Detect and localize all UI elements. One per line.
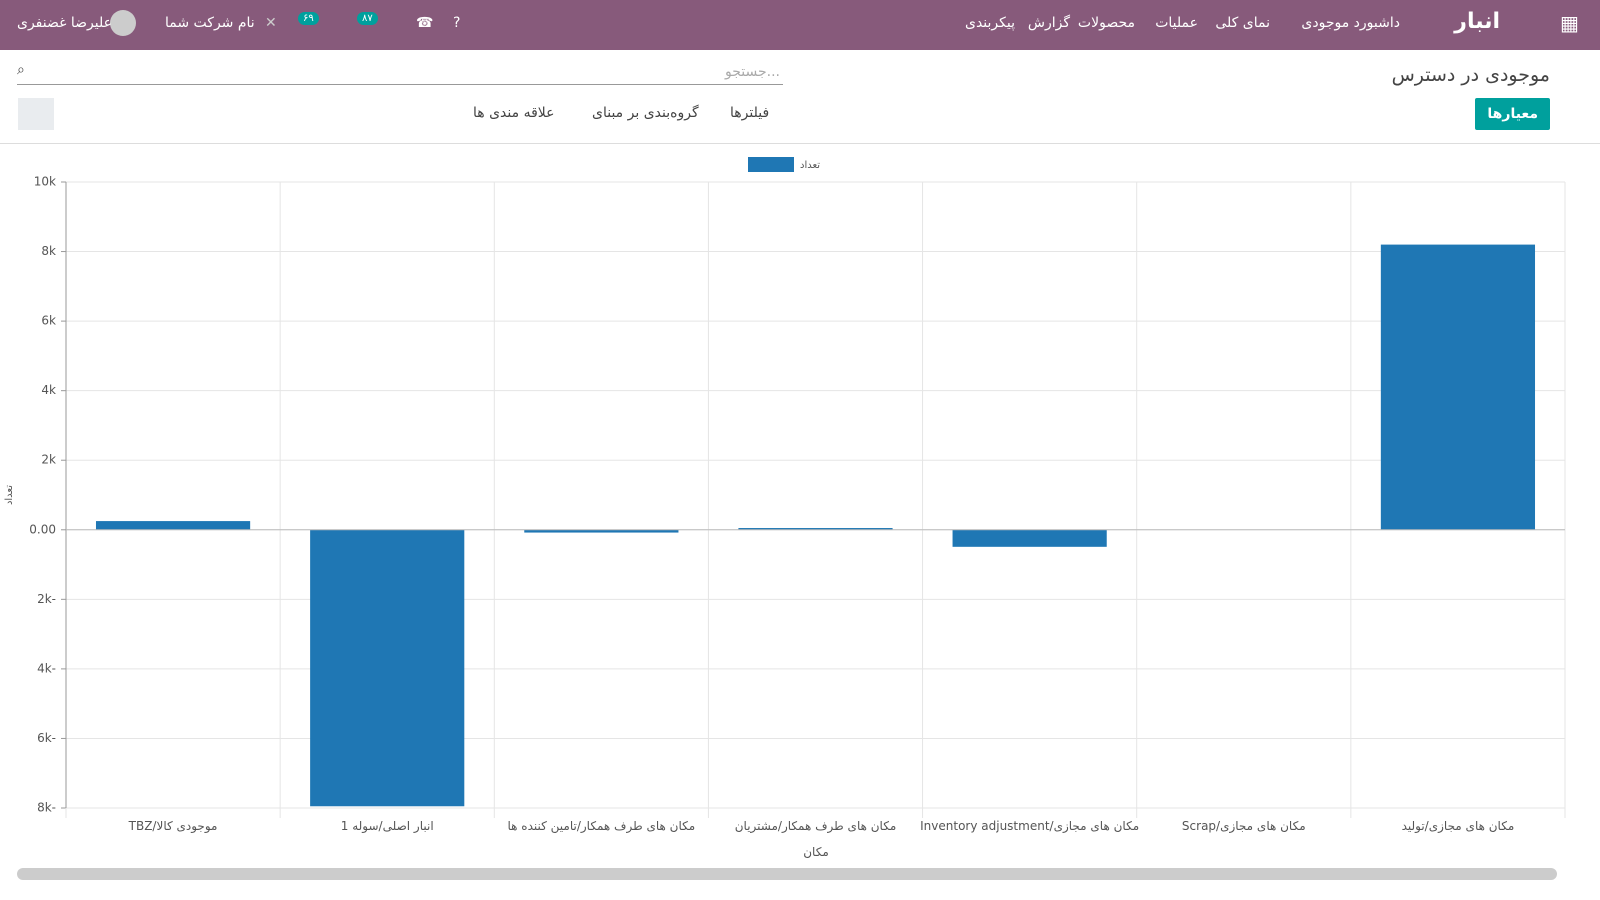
- y-tick-label: 4k: [41, 383, 56, 397]
- bar: [95, 521, 251, 530]
- graph-view-button[interactable]: [18, 98, 54, 130]
- y-tick-label: 6k: [41, 314, 56, 328]
- message-badge[interactable]: ۶۹: [298, 12, 319, 25]
- search-box[interactable]: [17, 62, 783, 85]
- search-icon[interactable]: ⌕: [17, 62, 25, 78]
- legend-swatch: [748, 157, 794, 172]
- y-tick-label: 2k: [41, 453, 56, 467]
- x-tick-label: مکان های طرف همکار/تامین کننده ها: [508, 819, 696, 834]
- bar: [952, 529, 1107, 547]
- debug-icon[interactable]: ✕: [265, 15, 277, 31]
- menu-item[interactable]: نمای کلی: [1215, 15, 1270, 31]
- menu-item[interactable]: عملیات: [1155, 15, 1198, 31]
- y-tick-label: 0.00: [29, 522, 56, 536]
- menu-item[interactable]: داشبورد موجودی: [1301, 15, 1400, 31]
- x-tick-label: TBZ/موجودی کالا: [128, 819, 218, 834]
- activity-badge[interactable]: ۸۷: [357, 12, 378, 25]
- apps-icon[interactable]: ▦: [1560, 11, 1579, 35]
- y-tick-label: 8k: [41, 244, 56, 258]
- favorites-button[interactable]: علاقه مندی ها: [473, 105, 555, 121]
- avatar[interactable]: [110, 10, 136, 36]
- menu-item[interactable]: پیکربندی: [964, 15, 1015, 31]
- brand[interactable]: انبار: [1454, 9, 1500, 34]
- phone-icon[interactable]: ☎: [416, 15, 434, 31]
- user[interactable]: علیرضا غضنفری: [17, 15, 112, 31]
- bar: [1380, 244, 1536, 530]
- x-axis-label: مکان: [803, 845, 829, 859]
- search-placeholder[interactable]: جستجو...: [725, 64, 780, 80]
- help-icon[interactable]: ?: [453, 15, 461, 31]
- navbar: ▦ انبار داشبورد موجودی نمای کلی عملیات م…: [0, 0, 1600, 50]
- x-tick-label: مکان های مجازی/تولید: [1402, 819, 1515, 834]
- scrollbar[interactable]: [17, 868, 1557, 880]
- groupby-button[interactable]: گروه‌بندی بر مبنای: [592, 105, 699, 121]
- bar: [738, 528, 893, 530]
- menu-item[interactable]: محصولات: [1077, 15, 1135, 31]
- y-tick-label: 2k-: [37, 592, 56, 606]
- bar: [310, 529, 465, 807]
- company[interactable]: نام شرکت شما: [165, 15, 255, 31]
- bar: [524, 529, 679, 533]
- y-tick-label: 10k: [34, 175, 56, 189]
- page-title: موجودی در دسترس: [1391, 64, 1550, 86]
- legend-label: تعداد: [800, 160, 820, 171]
- x-tick-label: مکان های طرف همکار/مشتریان: [735, 819, 897, 834]
- control-panel: موجودی در دسترس جستجو... ⌕ معیارها فیلتر…: [0, 50, 1600, 144]
- x-tick-label: انبار اصلی/سوله 1: [341, 819, 434, 834]
- y-tick-label: 4k-: [37, 661, 56, 675]
- filters-button[interactable]: فیلترها: [730, 105, 770, 121]
- x-tick-label: مکان های مجازی/Scrap: [1182, 819, 1306, 834]
- measures-button[interactable]: معیارها: [1475, 98, 1550, 130]
- menu-item[interactable]: گزارش: [1027, 15, 1070, 31]
- y-axis-label: تعداد: [4, 485, 15, 505]
- y-tick-label: 8k-: [37, 801, 56, 815]
- x-tick-label: مکان های مجازی/Inventory adjustment: [920, 819, 1139, 834]
- y-tick-label: 6k-: [37, 731, 56, 745]
